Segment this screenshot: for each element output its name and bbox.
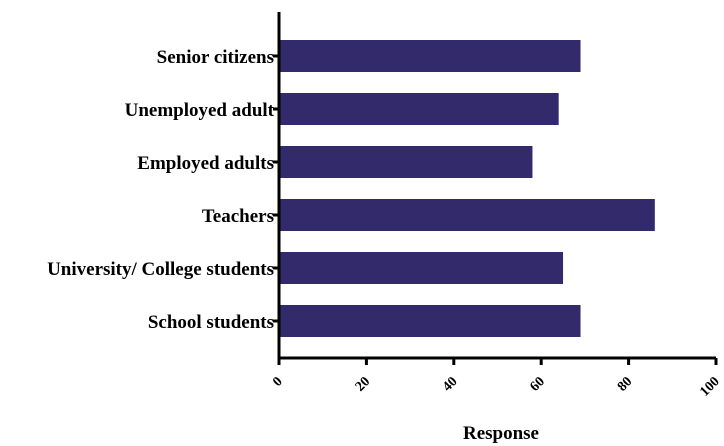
bar-teachers bbox=[279, 199, 655, 231]
category-label: Employed adults bbox=[137, 153, 274, 174]
category-label: Unemployed adult bbox=[125, 100, 275, 121]
bars-group bbox=[279, 40, 655, 337]
bar-unemployed-adult bbox=[279, 93, 559, 125]
category-label: Senior citizens bbox=[157, 47, 274, 68]
x-tick-label: 100 bbox=[697, 374, 722, 399]
category-label: Teachers bbox=[202, 206, 274, 227]
category-label: School students bbox=[148, 312, 274, 333]
x-tick-label: 20 bbox=[353, 374, 374, 395]
bar-university-college-students bbox=[279, 252, 564, 284]
x-axis-ticks: 0 20 40 60 80 100 bbox=[270, 358, 723, 400]
bar-school-students bbox=[279, 305, 581, 337]
category-label: University/ College students bbox=[47, 259, 274, 280]
x-axis-title: Response bbox=[463, 423, 539, 444]
x-tick-label: 0 bbox=[270, 374, 286, 390]
bar-senior-citizens bbox=[279, 40, 581, 72]
x-tick-label: 80 bbox=[615, 374, 636, 395]
bar-employed-adults bbox=[279, 146, 533, 178]
x-tick-label: 60 bbox=[528, 374, 549, 395]
category-labels: Senior citizens Unemployed adult Employed … bbox=[47, 47, 279, 333]
x-tick-label: 40 bbox=[440, 374, 461, 395]
